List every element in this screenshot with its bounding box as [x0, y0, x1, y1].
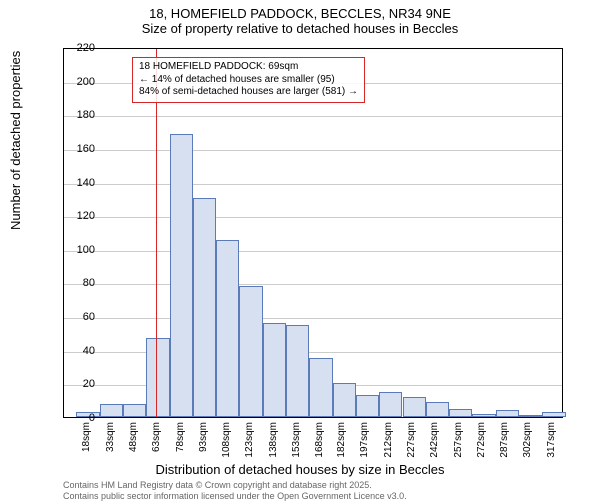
footer-line-1: Contains HM Land Registry data © Crown c… [63, 480, 407, 491]
x-tick-label: 212sqm [383, 422, 394, 458]
y-tick-label: 100 [65, 244, 95, 256]
histogram-bar [449, 409, 472, 417]
histogram-bar [170, 134, 193, 417]
gridline [64, 184, 562, 185]
x-axis-label: Distribution of detached houses by size … [0, 462, 600, 477]
histogram-bar [333, 383, 356, 417]
title-line-1: 18, HOMEFIELD PADDOCK, BECCLES, NR34 9NE [0, 6, 600, 21]
x-tick-label: 317sqm [546, 422, 557, 458]
gridline [64, 217, 562, 218]
gridline [64, 284, 562, 285]
y-tick-label: 20 [65, 378, 95, 390]
x-tick-label: 182sqm [336, 422, 347, 458]
histogram-bar [309, 358, 332, 417]
histogram-bar [472, 414, 495, 417]
gridline [64, 318, 562, 319]
gridline [64, 116, 562, 117]
y-tick-label: 220 [65, 42, 95, 54]
histogram-bar [146, 338, 169, 417]
annotation-line: 18 HOMEFIELD PADDOCK: 69sqm [139, 61, 358, 74]
y-tick-label: 120 [65, 210, 95, 222]
histogram-bar [496, 410, 519, 417]
histogram-bar [100, 404, 123, 417]
footer-attribution: Contains HM Land Registry data © Crown c… [63, 480, 407, 502]
histogram-bar [286, 325, 309, 418]
x-tick-label: 63sqm [151, 422, 162, 458]
histogram-bar [542, 412, 565, 417]
x-tick-label: 153sqm [291, 422, 302, 458]
y-axis-label: Number of detached properties [8, 51, 23, 230]
x-tick-label: 302sqm [522, 422, 533, 458]
x-tick-label: 227sqm [406, 422, 417, 458]
x-tick-label: 93sqm [198, 422, 209, 458]
y-tick-label: 200 [65, 76, 95, 88]
x-tick-label: 33sqm [105, 422, 116, 458]
y-tick-label: 180 [65, 109, 95, 121]
histogram-bar [403, 397, 426, 417]
x-tick-label: 18sqm [81, 422, 92, 458]
histogram-bar [193, 198, 216, 417]
reference-line [156, 49, 158, 417]
histogram-bar [519, 415, 542, 417]
x-tick-label: 242sqm [429, 422, 440, 458]
x-tick-label: 197sqm [359, 422, 370, 458]
histogram-bar [123, 404, 146, 417]
x-tick-label: 287sqm [499, 422, 510, 458]
gridline [64, 251, 562, 252]
chart-title: 18, HOMEFIELD PADDOCK, BECCLES, NR34 9NE… [0, 0, 600, 36]
y-tick-label: 40 [65, 345, 95, 357]
x-tick-label: 272sqm [476, 422, 487, 458]
y-tick-label: 80 [65, 277, 95, 289]
chart-plot-area: 18 HOMEFIELD PADDOCK: 69sqm← 14% of deta… [63, 48, 563, 418]
x-tick-label: 168sqm [314, 422, 325, 458]
histogram-bar [263, 323, 286, 417]
histogram-bar [216, 240, 239, 417]
annotation-line: ← 14% of detached houses are smaller (95… [139, 74, 358, 87]
x-tick-label: 48sqm [128, 422, 139, 458]
histogram-bar [356, 395, 379, 417]
y-tick-label: 160 [65, 143, 95, 155]
y-tick-label: 60 [65, 311, 95, 323]
x-tick-label: 78sqm [175, 422, 186, 458]
title-line-2: Size of property relative to detached ho… [0, 21, 600, 36]
x-tick-label: 108sqm [221, 422, 232, 458]
histogram-bar [379, 392, 402, 417]
gridline [64, 150, 562, 151]
x-tick-label: 123sqm [244, 422, 255, 458]
x-tick-label: 257sqm [453, 422, 464, 458]
annotation-line: 84% of semi-detached houses are larger (… [139, 86, 358, 99]
y-tick-label: 140 [65, 177, 95, 189]
histogram-bar [426, 402, 449, 417]
annotation-box: 18 HOMEFIELD PADDOCK: 69sqm← 14% of deta… [132, 57, 365, 103]
x-tick-label: 138sqm [268, 422, 279, 458]
histogram-bar [239, 286, 262, 417]
gridline [64, 352, 562, 353]
